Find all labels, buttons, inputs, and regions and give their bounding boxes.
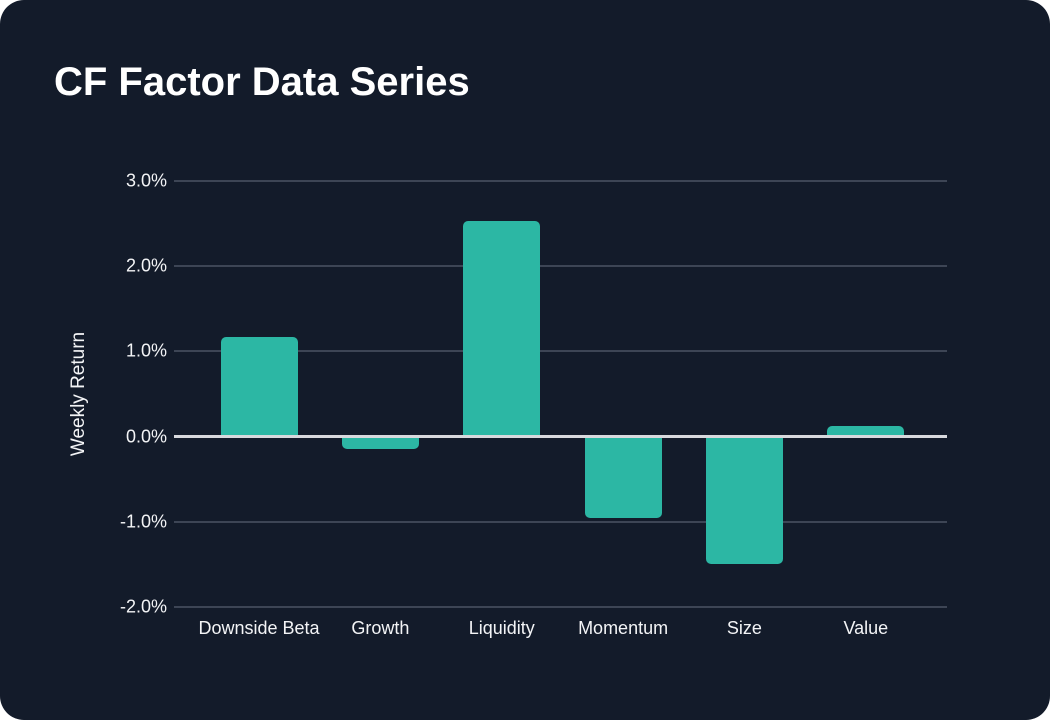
bar-momentum — [584, 436, 662, 518]
y-tick-label: 3.0% — [125, 170, 167, 191]
x-category-label: Momentum — [578, 618, 669, 638]
gridline — [174, 180, 947, 182]
x-category-label: Growth — [351, 618, 410, 638]
gridline — [174, 265, 947, 268]
x-category-label: Liquidity — [468, 618, 535, 638]
chart-title: CF Factor Data Series — [54, 60, 470, 104]
zero-axis-line — [174, 435, 947, 439]
gridline — [174, 350, 947, 353]
y-tick-label: 0.0% — [125, 426, 167, 447]
x-category-label: Downside Beta — [198, 618, 320, 638]
bar-value — [827, 425, 905, 437]
bar-size — [705, 436, 783, 565]
y-tick-label: -2.0% — [119, 596, 167, 617]
bar-liquidity — [463, 221, 541, 437]
y-tick-label: -1.0% — [119, 511, 167, 532]
x-category-label: Size — [726, 618, 762, 638]
bar-downside-beta — [220, 336, 298, 437]
bar-growth — [341, 436, 419, 450]
gridline — [174, 520, 947, 523]
gridline — [174, 606, 947, 608]
y-tick-label: 1.0% — [125, 340, 167, 361]
x-category-label: Value — [843, 618, 889, 638]
y-tick-label: 2.0% — [125, 255, 167, 276]
